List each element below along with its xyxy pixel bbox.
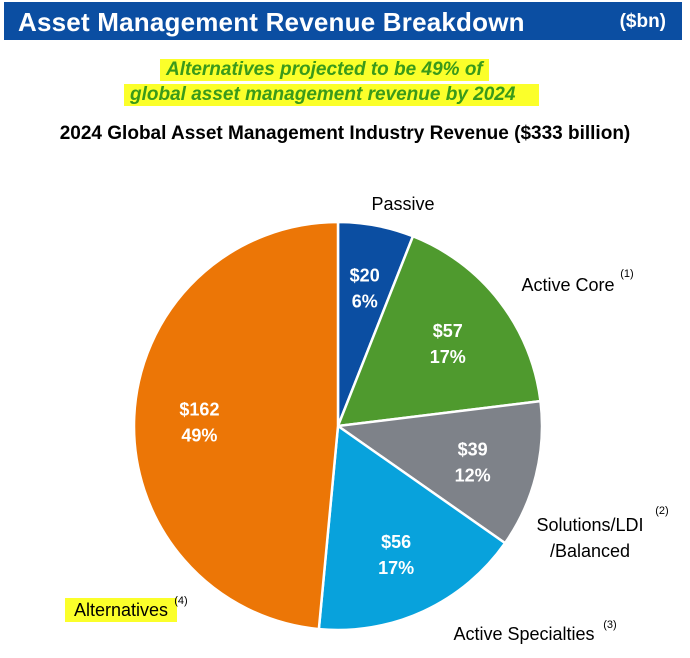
category-label: Active Specialties (3) [453,619,616,644]
category-label: Passive [371,194,434,214]
footnote-marker: (2) [655,505,668,517]
header-title: Asset Management Revenue Breakdown [18,7,525,37]
category-label-text: /Balanced [550,541,630,561]
slice-percent-label: 49% [181,425,217,445]
pie-slice-active-specialties [317,423,507,632]
category-label-text: Active Specialties [453,624,594,644]
header-unit: ($bn) [619,11,666,32]
slice-value-label: $56 [381,532,411,552]
pie-slice-alternatives [132,220,340,631]
header-bar: Asset Management Revenue Breakdown ($bn) [4,2,682,40]
category-label-text: Active Core [521,275,614,295]
slice-percent-label: 17% [378,558,414,578]
callout-line-1: Alternatives projected to be 49% of [160,59,489,81]
label-highlight [65,598,177,622]
footnote-marker: (3) [603,619,616,631]
pie-slice-solutions-ldi-balanced [334,399,544,545]
slice-value-label: $39 [458,440,488,460]
category-label: Active Core (1) [521,268,633,295]
callout-line-2: global asset management revenue by 2024 [124,84,540,106]
category-label-text: Solutions/LDI [536,515,643,535]
slice-percent-label: 17% [430,347,466,367]
slice-value-label: $162 [179,399,219,419]
category-label: Solutions/LDI/Balanced (2) [536,505,668,561]
chart-title: 2024 Global Asset Management Industry Re… [59,123,631,144]
category-label-text: Passive [371,194,434,214]
slice-percent-label: 6% [352,292,378,312]
footnote-marker: (4) [174,595,187,607]
category-label-text: Alternatives [74,600,168,620]
slice-percent-label: 12% [455,466,491,486]
slice-value-label: $20 [350,266,380,286]
category-label: Alternatives (4) [65,595,188,622]
pie-slice-active-core [336,234,542,428]
footnote-marker: (1) [620,268,633,280]
slice-value-label: $57 [433,321,463,341]
